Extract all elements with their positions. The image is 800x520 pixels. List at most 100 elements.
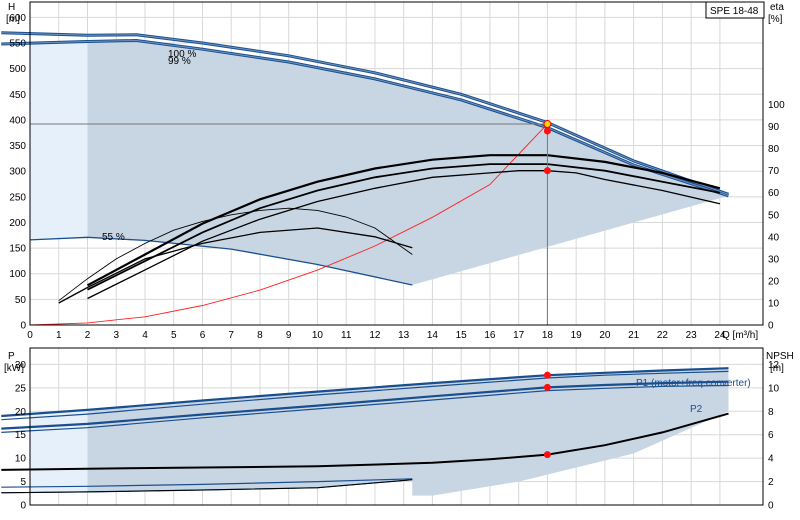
npsh-tick-label: 0 [768,501,774,512]
h-tick-label: 500 [9,64,26,75]
x-tick-label: 4 [142,330,148,341]
x-tick-label: 19 [571,330,583,341]
model-label: SPE 18-48 [710,6,759,17]
eta-tick-label: 70 [768,166,780,177]
x-tick-label: 16 [484,330,496,341]
x-tick-label: 1 [56,330,62,341]
x-tick-label: 20 [599,330,611,341]
eta-tick-label: 10 [768,298,780,309]
npsh-tick-label: 10 [768,383,780,394]
p-tick-label: 10 [15,454,27,465]
system-curve [29,123,548,326]
head-curve-highlight [1,39,729,197]
bottom-right-axis-unit: [m] [770,363,784,374]
efficiency-curve [58,207,413,302]
x-tick-label: 0 [27,330,33,341]
x-tick-label: 23 [686,330,698,341]
eta-tick-label: 20 [768,276,780,287]
eta-point-marker [543,167,551,175]
bottom-right-axis-label: NPSH [766,351,794,362]
p-tick-label: 20 [15,407,27,418]
top-right-axis-unit: [%] [768,14,783,25]
eta-tick-label: 40 [768,232,780,243]
x-tick-label: 12 [369,330,381,341]
duty-point-marker [543,120,552,129]
x-tick-label: 18 [542,330,554,341]
h-tick-label: 350 [9,141,26,152]
x-tick-label: 17 [513,330,525,341]
x-tick-label: 14 [427,330,439,341]
eta-tick-label: 100 [768,100,785,111]
top-right-axis-label: eta [770,2,784,13]
efficiency-curve [86,154,721,287]
plot-frames [29,1,764,506]
bottom-left-axis-label: P [8,351,15,362]
light-area-top [30,41,88,240]
h-tick-label: 450 [9,90,26,101]
p2-point-marker [543,383,551,391]
h-tick-label: 300 [9,167,26,178]
efficiency-curve [87,163,721,291]
eta-tick-label: 0 [768,321,774,332]
power-curve [1,384,729,433]
top-frame [29,1,764,326]
x-tick-label: 7 [228,330,234,341]
tick-labels: 0 1 2 3 4 5 6 7 8 9 10 11 12 13 14 15 16 17 18 19 20 21 22 23 24… [9,13,785,512]
npsh-tick-label: 2 [768,477,774,488]
eta-tick-label: 50 [768,210,780,221]
p-tick-label: 0 [20,501,26,512]
efficiency-curve [87,170,721,300]
h-tick-label: 550 [9,39,26,50]
x-tick-label: 24 [714,330,726,341]
npsh-tick-label: 12 [768,360,780,371]
h-tick-label: 50 [15,295,27,306]
x-tick-label: 8 [257,330,263,341]
annotation-100-percent: 100 % [168,49,196,60]
x-tick-label: 9 [286,330,292,341]
head-curve-55 [29,236,413,286]
p-tick-label: 25 [15,383,27,394]
x-tick-label: 3 [113,330,119,341]
npsh-tick-label: 4 [768,454,774,465]
h-tick-label: 400 [9,115,26,126]
annotation-55-percent: 55 % [102,232,125,243]
model-label-box [705,1,765,19]
h-tick-label: 0 [20,321,26,332]
h-tick-label: 100 [9,269,26,280]
top-left-axis-label: H [8,2,15,13]
x-tick-label: 10 [312,330,324,341]
annotation-p2: P2 [690,404,703,415]
p-tick-label: 5 [20,477,26,488]
x-tick-label: 21 [628,330,640,341]
efficiency-curve [58,227,413,304]
light-area-bottom [30,409,88,493]
x-tick-label: 6 [200,330,206,341]
x-tick-label: 13 [398,330,410,341]
npsh-tick-label: 6 [768,430,774,441]
power-curve-min [1,479,413,494]
h-tick-label: 250 [9,192,26,203]
x-axis-label: Q [m³/h] [722,330,758,341]
bottom-frame [29,347,764,506]
eta-tick-label: 90 [768,122,780,133]
eta-tick-label: 80 [768,144,780,155]
head-point-marker [543,127,551,135]
npsh-curve [1,412,729,471]
h-tick-label: 600 [9,13,26,24]
power-curve [1,367,729,418]
bottom-left-axis-unit: [kW] [4,363,24,374]
p-tick-label: 15 [15,430,27,441]
x-tick-label: 22 [657,330,669,341]
power-curve [1,370,729,421]
npsh-point-marker [543,451,551,459]
head-curve-highlight [1,32,729,195]
power-curve [1,380,729,430]
eta-tick-label: 30 [768,254,780,265]
curve-lines [1,31,729,494]
power-curve [1,478,413,488]
x-tick-label: 11 [341,330,352,341]
npsh-tick-label: 8 [768,407,774,418]
x-tick-label: 5 [171,330,177,341]
h-tick-label: 150 [9,244,26,255]
